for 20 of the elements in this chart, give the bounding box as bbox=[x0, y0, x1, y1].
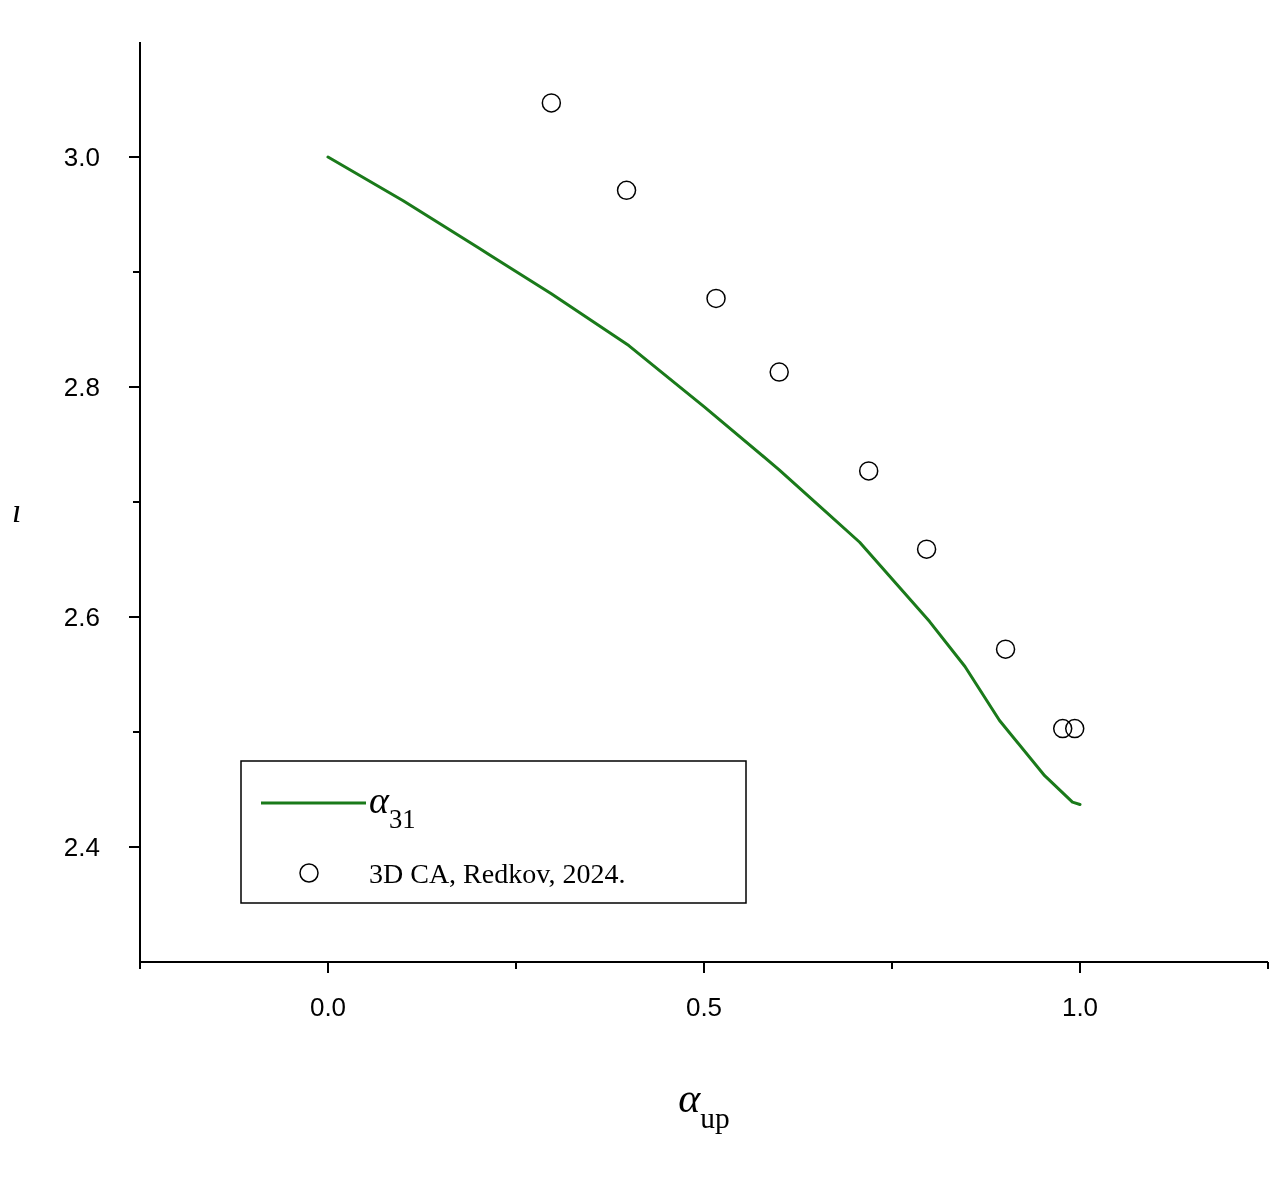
y-tick-label: 2.6 bbox=[63, 602, 100, 632]
x-tick-label: 0.5 bbox=[685, 992, 723, 1022]
point bbox=[916, 539, 937, 559]
y-tick-label: 3.0 bbox=[63, 142, 100, 172]
point bbox=[1052, 718, 1073, 739]
point bbox=[1064, 718, 1085, 739]
x-tick-label: 0.0 bbox=[309, 992, 347, 1022]
x-tick-label: 1.0 bbox=[1061, 992, 1099, 1022]
x-axis-title: α$_{up}$ bbox=[678, 1075, 730, 1134]
point bbox=[616, 180, 637, 201]
point bbox=[706, 288, 726, 309]
y-axis-title: ı bbox=[12, 492, 22, 529]
legend-label: 3D CA, Redkov, 2024. bbox=[369, 858, 626, 889]
y-tick-label: 2.4 bbox=[63, 832, 100, 862]
point bbox=[858, 461, 879, 481]
point bbox=[769, 362, 789, 382]
point bbox=[541, 93, 562, 113]
y-tick-label: 2.8 bbox=[63, 372, 100, 402]
legend-label: α$_{31}$ bbox=[369, 779, 416, 834]
point bbox=[995, 639, 1016, 659]
